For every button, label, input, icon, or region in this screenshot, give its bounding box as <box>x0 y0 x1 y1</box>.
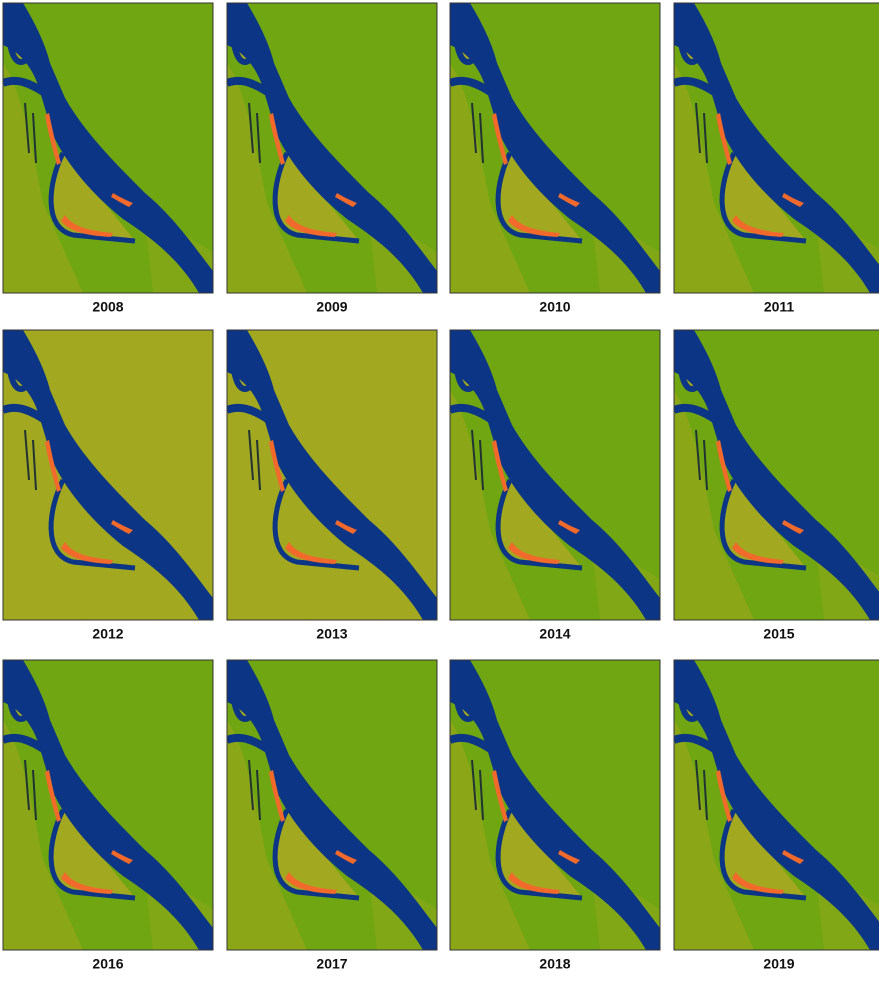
map-panel <box>674 3 879 293</box>
map-panel <box>227 660 437 950</box>
year-label: 2015 <box>763 626 794 642</box>
figure: 2008 2009 2010 2011 2012 2013 2014 2015 2016 2017… <box>0 0 879 978</box>
year-label: 2012 <box>92 626 123 642</box>
map-panel <box>450 3 660 293</box>
year-label: 2019 <box>763 956 794 972</box>
map-panel <box>227 330 437 620</box>
map-panel <box>3 3 213 293</box>
year-label: 2016 <box>92 956 123 972</box>
year-label: 2018 <box>539 956 570 972</box>
map-panel <box>227 3 437 293</box>
year-label: 2013 <box>316 626 347 642</box>
map-panel <box>450 660 660 950</box>
year-label: 2009 <box>316 299 347 315</box>
year-label: 2008 <box>92 299 123 315</box>
year-label: 2014 <box>539 626 570 642</box>
year-label: 2010 <box>539 299 570 315</box>
map-panel <box>674 330 879 620</box>
map-panel <box>674 660 879 950</box>
year-label: 2017 <box>316 956 347 972</box>
map-panel <box>3 330 213 620</box>
map-panel <box>3 660 213 950</box>
map-panel <box>450 330 660 620</box>
page: {"panels": ["2008", "2009", "2010", "201… <box>0 0 879 983</box>
year-label: 2011 <box>764 299 795 315</box>
